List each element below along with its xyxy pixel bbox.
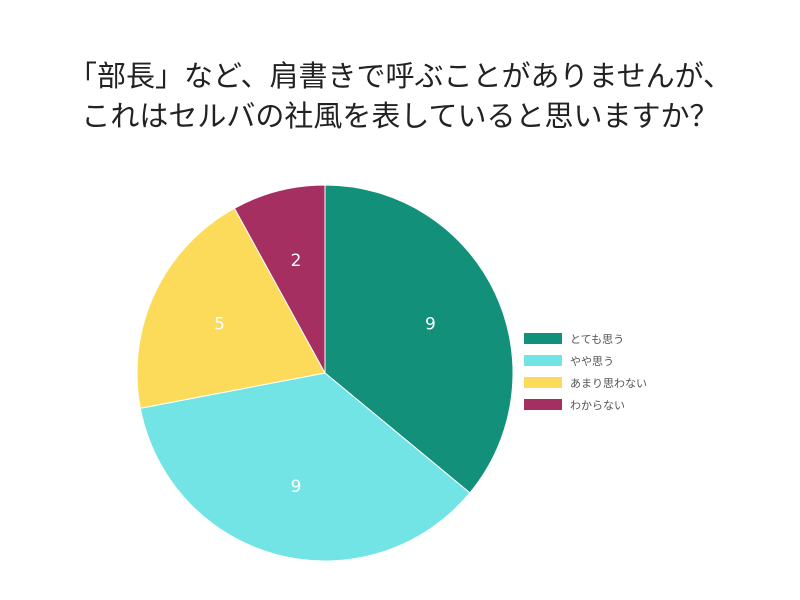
legend-label-3: あまり思わない [570,377,647,390]
pie-slices [136,184,514,562]
pie-slice-2 [139,372,471,562]
legend-label-1: とても思う [570,333,624,346]
pie-data-labels: 9 9 5 2 [214,251,436,497]
pie-slice-1 [324,184,514,494]
chart-title-line-2: これはセルバの社風を表していると思いますか？ [81,99,719,133]
pie-data-label-4: 2 [291,251,302,271]
chart-title: 「部長」など、肩書きで呼ぶことがありませんが、 これはセルバの社風を表していると… [0,56,800,136]
pie-slice-4 [233,184,326,374]
legend-label-4: わからない [570,399,625,412]
pie-data-label-1: 9 [425,314,436,334]
legend-swatch-2 [524,355,562,366]
pie-slice-3 [136,207,326,409]
legend-swatch-4 [524,399,562,410]
legend-label-2: やや思う [570,355,614,368]
pie-data-label-2: 9 [291,477,302,497]
pie-data-label-3: 5 [214,314,225,334]
legend-swatch-3 [524,377,562,388]
legend-swatch-1 [524,333,562,344]
chart-title-line-1: 「部長」など、肩書きで呼ぶことがありませんが、 [67,59,733,93]
